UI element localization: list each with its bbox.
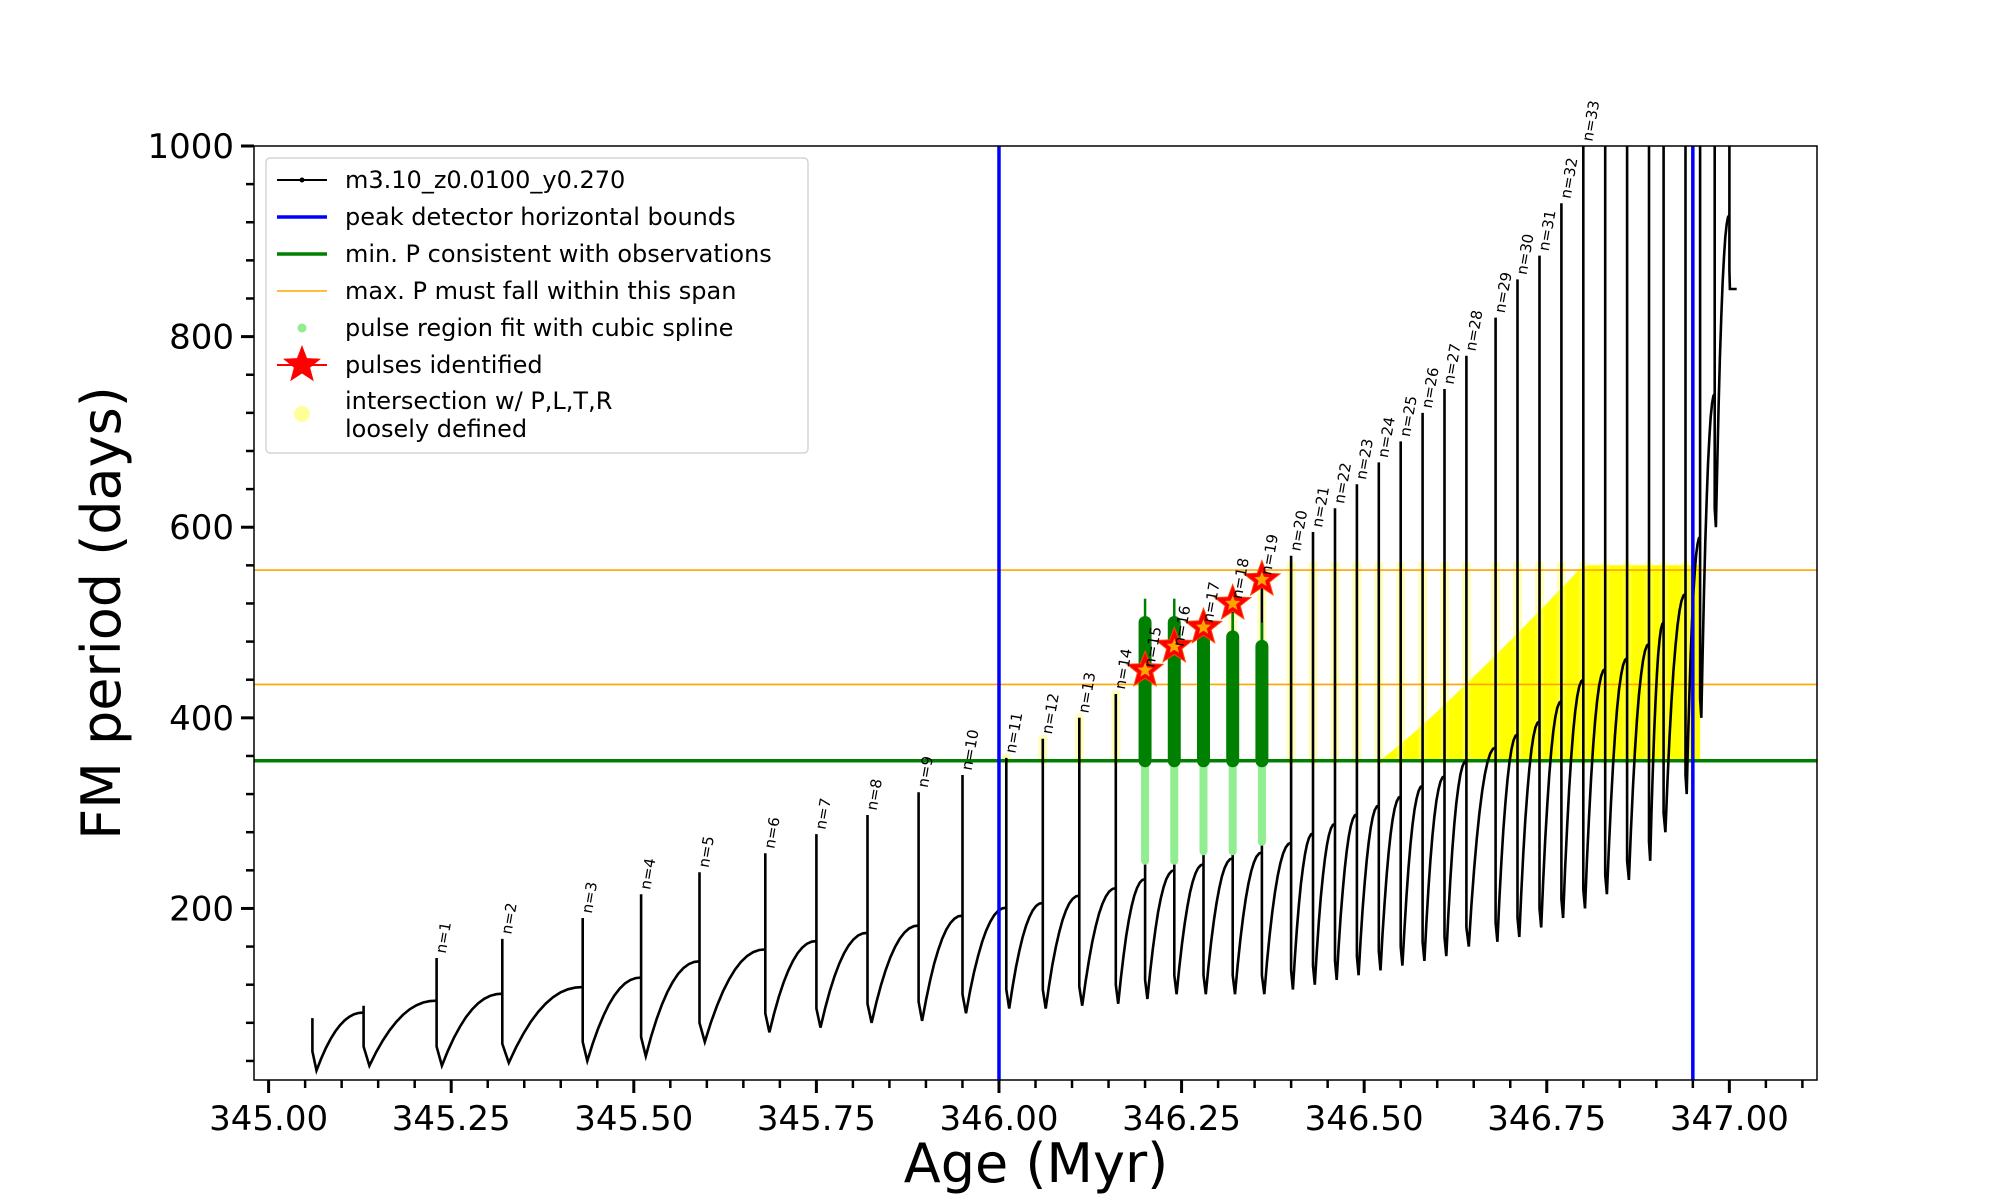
model-pulse-segment (1260, 579, 1292, 995)
model-pulse-segment (1377, 462, 1402, 971)
pulse-identified-star-core (1166, 638, 1182, 653)
model-pulse-segment (311, 1011, 364, 1075)
y-tick-label: 800 (169, 318, 234, 358)
model-pulse-segment (501, 938, 583, 1067)
legend-box (265, 157, 809, 454)
model-pulse-segment (917, 792, 963, 1022)
legend-label-line2: loosely defined (345, 415, 527, 443)
pulse-n-label: n=7 (812, 797, 835, 831)
legend-marker-star (283, 345, 321, 382)
model-pulse-segment (815, 834, 868, 1028)
y-tick-label: 400 (169, 699, 234, 739)
pulse-n-label: n=3 (578, 880, 601, 914)
legend-label: intersection w/ P,L,T,R (345, 387, 612, 415)
legend-label: max. P must fall within this span (345, 277, 736, 305)
pulse-n-label: n=5 (695, 835, 718, 869)
model-pulse-segment (1538, 255, 1563, 928)
model-pulse-segment (698, 872, 766, 1047)
model-pulse-segment (1399, 441, 1424, 966)
pulse-n-label: n=1 (432, 920, 455, 954)
pulse-n-label: n=4 (636, 857, 659, 891)
legend-marker-dot (299, 177, 305, 183)
x-tick-label: 345.75 (757, 1099, 876, 1139)
model-pulse-segment (1582, 146, 1606, 909)
x-tick-label: 346.75 (1487, 1099, 1606, 1139)
pulse-identified-star-core (1254, 571, 1270, 587)
x-tick-label: 345.25 (392, 1099, 511, 1139)
pulses-identified-layer (1125, 559, 1282, 687)
legend-marker-dot (297, 323, 307, 333)
x-tick-label: 346.50 (1305, 1099, 1424, 1139)
legend-label: peak detector horizontal bounds (345, 203, 736, 231)
y-tick-label: 600 (169, 508, 234, 548)
pulse-n-label: n=2 (498, 901, 521, 935)
model-pulse-segment (1465, 355, 1497, 947)
vertical-lines-layer (997, 146, 1695, 1080)
model-pulse-segment (1603, 146, 1628, 895)
x-tick-label: 347.00 (1670, 1099, 1789, 1139)
model-pulse-segment (1173, 651, 1204, 995)
x-tick-label: 346.00 (939, 1099, 1058, 1139)
pulse-identified-star-core (1195, 619, 1212, 634)
x-tick-label: 346.25 (1122, 1099, 1241, 1139)
x-axis-title: Age (Myr) (904, 1132, 1169, 1195)
model-pulse-segment (1202, 627, 1234, 995)
x-tick-label: 345.50 (574, 1099, 693, 1139)
model-pulse-segment (1333, 508, 1358, 981)
model-pulse-segment (1647, 146, 1665, 861)
y-axis-title: FM period (days) (70, 386, 133, 840)
model-pulse-segment (1625, 146, 1650, 881)
pulse-identified-star-core (1137, 662, 1153, 677)
model-pulse-segment (435, 958, 503, 1070)
model-pulse-segment (1355, 484, 1380, 976)
pulse-n-label: n=6 (761, 816, 784, 850)
model-pulse-segment (1114, 694, 1146, 1004)
legend-label: pulses identified (345, 351, 543, 379)
model-pulse-segment (1005, 757, 1044, 1009)
model-pulse-segment (1143, 672, 1175, 1000)
legend-label: m3.10_z0.0100_y0.270 (345, 166, 625, 194)
model-pulse-segment (639, 894, 700, 1062)
model-pulse-segment (1728, 146, 1737, 291)
pulse-n-label: n=8 (863, 777, 886, 811)
pulse-n-label: n=9 (914, 755, 937, 789)
model-pulse-segment (1443, 389, 1468, 957)
model-track-layer (311, 146, 1737, 1075)
model-pulse-segment (1713, 146, 1731, 528)
axes-layer: 345.00 345.25 345.50 345.75 346.00 346.25 346.… (147, 127, 1804, 1139)
model-pulse-segment (1662, 146, 1687, 833)
model-pulse-segment (1494, 317, 1519, 942)
model-pulse-segment (1078, 717, 1117, 1006)
model-pulse-segment (581, 918, 642, 1066)
model-pulse-segment (1560, 203, 1585, 919)
y-tick-label: 1000 (147, 127, 234, 167)
model-pulse-segment (362, 999, 437, 1070)
legend-marker-circle (294, 406, 310, 422)
model-pulse-segment (1698, 146, 1716, 718)
pulse-identified-star-core (1225, 595, 1241, 610)
model-pulse-segment (1516, 279, 1541, 938)
model-pulse-segment (1289, 555, 1314, 990)
model-pulse-segment (1231, 603, 1263, 995)
model-pulse-segment (764, 853, 817, 1033)
y-tick-label: 200 (169, 889, 234, 929)
legend-label: min. P consistent with observations (345, 240, 772, 268)
model-pulse-segment (1311, 532, 1336, 985)
x-tick-label: 345.00 (209, 1099, 328, 1139)
model-pulse-segment (866, 815, 919, 1024)
legend-label: pulse region fit with cubic spline (345, 314, 733, 342)
horizontal-lines-layer (254, 569, 1817, 763)
model-pulse-segment (1041, 738, 1080, 1009)
model-pulse-segment (1421, 412, 1446, 962)
